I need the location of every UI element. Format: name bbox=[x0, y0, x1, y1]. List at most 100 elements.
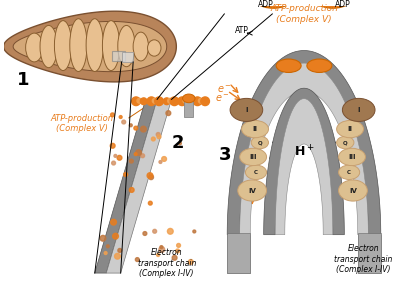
Text: e$^-$: e$^-$ bbox=[215, 93, 229, 104]
Circle shape bbox=[111, 219, 116, 225]
Ellipse shape bbox=[230, 98, 263, 122]
Ellipse shape bbox=[276, 59, 301, 72]
Circle shape bbox=[112, 161, 116, 165]
Bar bbox=[358, 233, 381, 273]
Circle shape bbox=[136, 150, 142, 156]
Text: ADP: ADP bbox=[334, 0, 350, 9]
Text: Electron
transport chain
(Complex I-IV): Electron transport chain (Complex I-IV) bbox=[334, 244, 393, 274]
Circle shape bbox=[188, 260, 193, 264]
Ellipse shape bbox=[118, 26, 135, 67]
Ellipse shape bbox=[338, 180, 367, 201]
Circle shape bbox=[104, 252, 107, 254]
Circle shape bbox=[135, 258, 139, 262]
Ellipse shape bbox=[102, 21, 120, 70]
Text: e$^-$: e$^-$ bbox=[217, 83, 231, 95]
Ellipse shape bbox=[323, 0, 346, 1]
Ellipse shape bbox=[242, 120, 268, 138]
Circle shape bbox=[177, 243, 180, 247]
Circle shape bbox=[114, 154, 117, 157]
FancyBboxPatch shape bbox=[112, 51, 126, 61]
Circle shape bbox=[186, 98, 193, 105]
Circle shape bbox=[153, 229, 157, 233]
Text: IV: IV bbox=[248, 187, 256, 193]
Ellipse shape bbox=[337, 136, 354, 149]
Circle shape bbox=[156, 133, 160, 136]
Circle shape bbox=[147, 173, 153, 178]
Polygon shape bbox=[106, 99, 172, 273]
Ellipse shape bbox=[240, 148, 266, 166]
Text: ATP: ATP bbox=[235, 26, 249, 35]
Circle shape bbox=[130, 159, 133, 163]
Text: 3: 3 bbox=[218, 146, 231, 164]
Ellipse shape bbox=[338, 148, 366, 166]
Text: Electron
transport chain
(Complex I-IV): Electron transport chain (Complex I-IV) bbox=[138, 248, 196, 278]
Circle shape bbox=[168, 98, 172, 103]
Circle shape bbox=[117, 155, 122, 160]
Text: 1: 1 bbox=[17, 71, 30, 89]
Text: ATP-production
(Complex V): ATP-production (Complex V) bbox=[51, 114, 114, 133]
Text: III: III bbox=[348, 154, 356, 160]
FancyBboxPatch shape bbox=[358, 235, 381, 273]
Ellipse shape bbox=[251, 136, 268, 149]
Ellipse shape bbox=[40, 26, 57, 68]
Circle shape bbox=[152, 98, 157, 103]
Circle shape bbox=[198, 98, 203, 103]
Circle shape bbox=[129, 124, 132, 127]
Circle shape bbox=[176, 249, 180, 253]
Circle shape bbox=[141, 154, 144, 158]
Text: 2: 2 bbox=[172, 134, 184, 152]
Ellipse shape bbox=[246, 165, 266, 179]
Circle shape bbox=[140, 126, 146, 132]
Circle shape bbox=[168, 228, 173, 234]
Ellipse shape bbox=[238, 180, 266, 201]
Ellipse shape bbox=[86, 19, 103, 72]
Circle shape bbox=[113, 233, 118, 239]
Ellipse shape bbox=[308, 0, 358, 8]
Circle shape bbox=[134, 126, 138, 130]
Circle shape bbox=[178, 142, 181, 145]
Polygon shape bbox=[264, 88, 344, 235]
Polygon shape bbox=[13, 22, 167, 72]
Text: II: II bbox=[348, 126, 352, 132]
Ellipse shape bbox=[260, 0, 283, 1]
Text: I: I bbox=[245, 107, 248, 113]
Text: Q: Q bbox=[258, 140, 262, 145]
Text: I: I bbox=[358, 107, 360, 113]
Polygon shape bbox=[95, 99, 157, 273]
Text: C: C bbox=[254, 170, 258, 175]
Ellipse shape bbox=[342, 98, 375, 122]
Text: Q: Q bbox=[343, 140, 348, 145]
Polygon shape bbox=[4, 11, 176, 82]
Circle shape bbox=[140, 98, 147, 105]
Ellipse shape bbox=[54, 21, 72, 70]
Ellipse shape bbox=[307, 59, 332, 72]
Circle shape bbox=[110, 143, 115, 148]
Circle shape bbox=[147, 97, 156, 106]
Circle shape bbox=[183, 98, 188, 103]
Circle shape bbox=[119, 116, 122, 118]
Circle shape bbox=[122, 120, 126, 124]
Bar bbox=[122, 52, 133, 62]
Bar bbox=[227, 233, 250, 273]
Circle shape bbox=[110, 113, 114, 117]
Circle shape bbox=[162, 156, 166, 161]
Circle shape bbox=[157, 135, 161, 139]
FancyBboxPatch shape bbox=[227, 235, 250, 273]
Circle shape bbox=[155, 97, 163, 106]
Circle shape bbox=[114, 253, 120, 259]
Ellipse shape bbox=[182, 94, 195, 103]
Circle shape bbox=[134, 153, 137, 156]
Ellipse shape bbox=[337, 120, 364, 138]
Text: II: II bbox=[252, 126, 258, 132]
Circle shape bbox=[193, 97, 202, 106]
Circle shape bbox=[178, 97, 186, 106]
Circle shape bbox=[129, 187, 134, 192]
Ellipse shape bbox=[133, 32, 148, 61]
Circle shape bbox=[193, 230, 196, 233]
Circle shape bbox=[159, 160, 162, 163]
Circle shape bbox=[143, 231, 147, 235]
Ellipse shape bbox=[70, 19, 87, 72]
Text: ADP: ADP bbox=[258, 0, 274, 9]
Ellipse shape bbox=[338, 165, 360, 179]
Circle shape bbox=[166, 111, 171, 116]
